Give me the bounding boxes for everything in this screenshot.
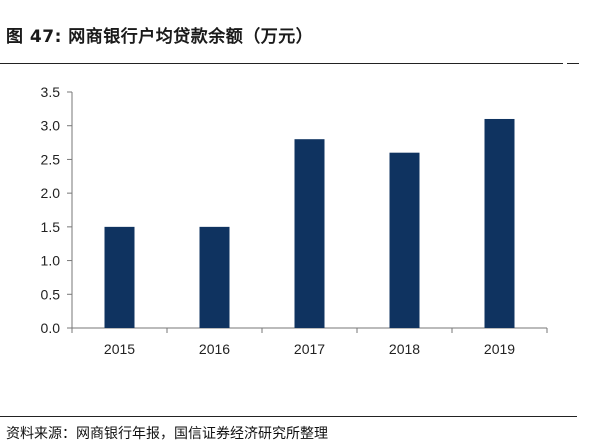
title-rule	[0, 63, 563, 64]
x-tick-label: 2017	[294, 341, 325, 357]
x-tick-label: 2019	[484, 341, 515, 357]
y-tick-label: 2.5	[41, 151, 61, 167]
y-tick-label: 2.0	[41, 185, 61, 201]
x-tick-label: 2018	[389, 341, 420, 357]
bars	[104, 118, 515, 328]
bar-chart: 0.00.51.01.52.02.53.03.5 2015 2016 2017 201…	[41, 84, 548, 357]
bar-2015	[104, 226, 135, 328]
bar-2017	[294, 139, 325, 328]
y-tick-label: 1.0	[41, 253, 61, 269]
x-tick-label: 2015	[104, 341, 135, 357]
title-rule-end	[567, 63, 579, 64]
y-tick-label: 3.5	[41, 84, 61, 100]
source-note: 资料来源：网商银行年报，国信证券经济研究所整理	[6, 426, 328, 442]
bar-2019	[484, 118, 515, 328]
footer-rule	[0, 416, 577, 417]
y-tick-label: 0.0	[41, 320, 61, 336]
x-axis: 2015 2016 2017 2018 2019	[71, 327, 548, 357]
y-tick-label: 0.5	[41, 286, 61, 302]
chart-title: 图 47: 网商银行户均贷款余额（万元）	[6, 27, 314, 47]
y-tick-label: 1.5	[41, 219, 61, 235]
bar-2018	[389, 152, 420, 328]
bar-2016	[199, 226, 230, 328]
y-axis: 0.0 0.5 1.0 1.5 2.0 2.5 3.0 3.5	[41, 84, 73, 336]
y-tick-label: 3.0	[41, 118, 61, 134]
x-tick-label: 2016	[199, 341, 230, 357]
